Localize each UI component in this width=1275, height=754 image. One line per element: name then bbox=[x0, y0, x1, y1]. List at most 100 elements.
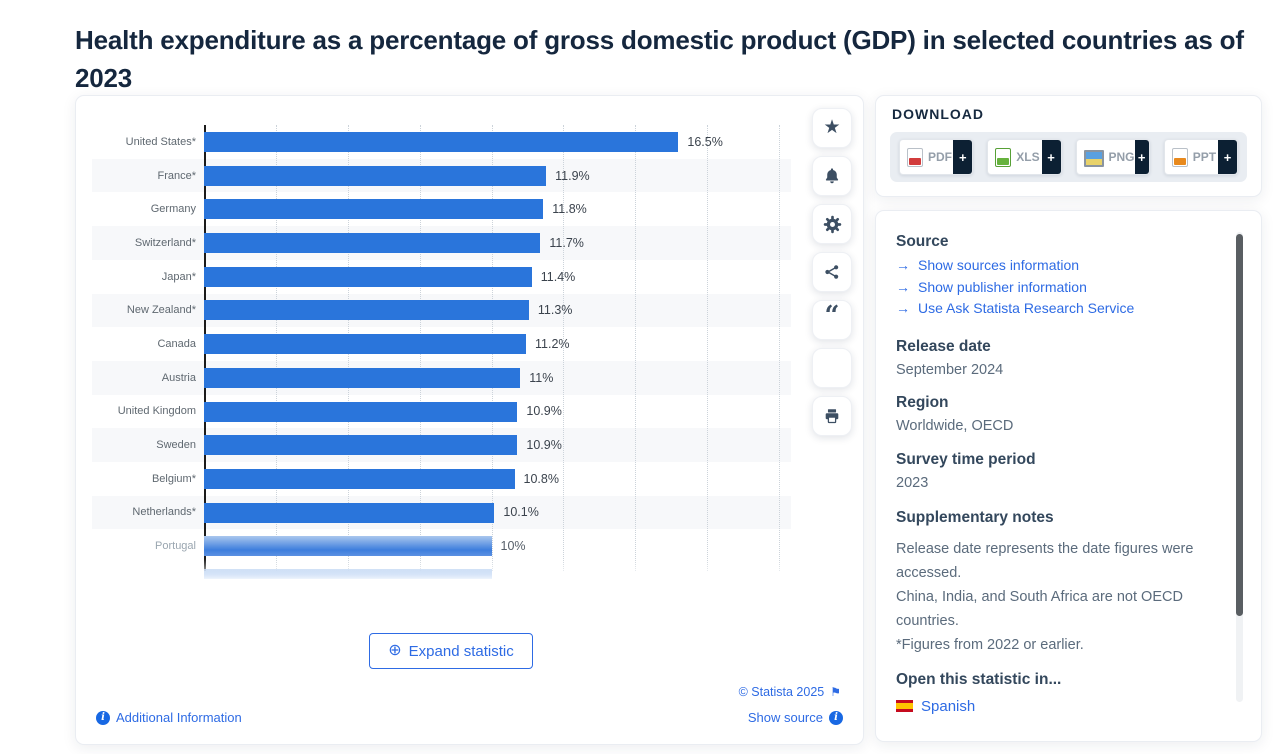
source-link[interactable]: → Show sources information bbox=[896, 255, 1225, 277]
toolbar-button-printer[interactable] bbox=[812, 396, 852, 436]
chart-row: New Zealand* 11.3% bbox=[92, 293, 791, 327]
bar bbox=[204, 468, 515, 489]
country-label: Canada bbox=[157, 337, 196, 350]
download-label: PPT bbox=[1192, 150, 1217, 164]
source-link[interactable]: → Use Ask Statista Research Service bbox=[896, 298, 1225, 320]
country-label: Germany bbox=[150, 203, 196, 216]
arrow-right-icon: → bbox=[896, 300, 910, 316]
source-link[interactable]: → Show publisher information bbox=[896, 277, 1225, 299]
download-png-button[interactable]: PNG + bbox=[1075, 139, 1150, 175]
bar bbox=[204, 132, 679, 152]
chart-card: United States* 16.5% France* 11.9% Germany 11… bbox=[75, 95, 864, 745]
bar bbox=[204, 165, 547, 186]
star-icon: ★ bbox=[823, 117, 841, 138]
toolbar-button-quote[interactable]: “ bbox=[812, 300, 852, 340]
supplementary-notes-heading: Supplementary notes bbox=[896, 508, 1054, 526]
expand-statistic-label: Expand statistic bbox=[408, 642, 514, 660]
bar bbox=[204, 367, 521, 388]
download-label: PDF bbox=[928, 150, 952, 164]
chart-row: Netherlands* 10.1% bbox=[92, 496, 791, 530]
country-label: Portugal bbox=[155, 540, 196, 553]
bar bbox=[204, 502, 495, 523]
arrow-right-icon: → bbox=[896, 278, 910, 295]
note-line: China, India, and South Africa are not O… bbox=[896, 588, 1183, 629]
page-title: Health expenditure as a percentage of gr… bbox=[75, 25, 1244, 94]
download-label: XLS bbox=[1016, 150, 1040, 164]
country-label: Belgium* bbox=[151, 472, 196, 485]
country-label: United States* bbox=[125, 135, 196, 148]
show-source-label: Show source bbox=[747, 710, 823, 725]
plus-badge[interactable]: + bbox=[1041, 140, 1061, 174]
plus-badge[interactable]: + bbox=[953, 140, 973, 174]
value-label: 11.4% bbox=[540, 269, 576, 284]
download-heading: DOWNLOAD bbox=[892, 106, 984, 122]
spanish-language-link[interactable]: Spanish bbox=[921, 697, 976, 715]
additional-information-link[interactable]: i Additional Information bbox=[96, 710, 242, 725]
note-line: Release date represents the date figures… bbox=[896, 540, 1194, 581]
report-flag-icon[interactable]: ⚑ bbox=[830, 685, 841, 699]
value-label: 11.2% bbox=[535, 336, 570, 351]
value-label: 10% bbox=[500, 539, 526, 554]
toolbar-button-share[interactable] bbox=[812, 252, 852, 292]
printer-icon bbox=[823, 407, 841, 425]
value-label: 16.5% bbox=[687, 134, 723, 149]
country-label: Switzerland* bbox=[134, 236, 196, 249]
chart-row: Canada 11.2% bbox=[92, 327, 791, 361]
release-date-heading: Release date bbox=[896, 337, 991, 355]
value-label: 10.1% bbox=[503, 505, 539, 520]
download-card: DOWNLOAD PDF + XLS + PNG + PPT + bbox=[875, 95, 1262, 197]
info-icon: i bbox=[829, 710, 843, 725]
open-language-row: Spanish bbox=[896, 698, 1225, 715]
country-label: Sweden bbox=[156, 439, 196, 452]
download-pdf-button[interactable]: PDF + bbox=[899, 139, 974, 175]
source-link-label: Use Ask Statista Research Service bbox=[918, 300, 1135, 316]
value-label: 10.9% bbox=[526, 404, 562, 419]
survey-period-value: 2023 bbox=[896, 474, 929, 491]
value-label: 11.3% bbox=[537, 303, 573, 318]
chart-row: Belgium* 10.8% bbox=[92, 462, 791, 496]
value-label: 11.8% bbox=[552, 202, 587, 217]
toolbar-button-spain-flag[interactable] bbox=[812, 348, 852, 388]
download-xls-button[interactable]: XLS + bbox=[987, 139, 1062, 175]
grid-line bbox=[779, 125, 780, 571]
toolbar-button-bell[interactable] bbox=[812, 156, 852, 196]
chart-row: France* 11.9% bbox=[92, 159, 791, 193]
supplementary-notes: Release date represents the date figures… bbox=[896, 537, 1225, 657]
bar bbox=[204, 401, 518, 422]
expand-statistic-button[interactable]: ⊕ Expand statistic bbox=[369, 633, 533, 669]
spain-flag-icon bbox=[896, 700, 913, 712]
value-label: 11.9% bbox=[555, 168, 590, 183]
download-ppt-button[interactable]: PPT + bbox=[1163, 139, 1238, 175]
note-line: *Figures from 2022 or earlier. bbox=[896, 636, 1084, 653]
chart-row: Portugal 10% bbox=[92, 529, 791, 563]
quote-icon: “ bbox=[824, 301, 840, 331]
bar bbox=[204, 199, 544, 220]
chart-toolbar: ★ “ bbox=[812, 108, 852, 444]
gear-icon bbox=[823, 215, 842, 234]
toolbar-button-star[interactable]: ★ bbox=[812, 108, 852, 148]
grid-line bbox=[635, 125, 637, 571]
bar-chart: United States* 16.5% France* 11.9% Germany 11… bbox=[92, 125, 791, 603]
show-source-link[interactable]: Show source i bbox=[748, 710, 843, 725]
copyright: © Statista 2025 ⚑ bbox=[739, 685, 841, 699]
country-label: Japan* bbox=[161, 270, 196, 283]
value-label: 10.9% bbox=[526, 438, 562, 453]
copyright-text: © Statista 2025 bbox=[738, 685, 825, 699]
grid-line bbox=[707, 125, 709, 571]
country-label: Austria bbox=[161, 371, 196, 384]
chart-row: Austria 11% bbox=[92, 361, 791, 395]
toolbar-button-gear[interactable] bbox=[812, 204, 852, 244]
scrollbar-track[interactable] bbox=[1236, 232, 1243, 702]
bar bbox=[204, 233, 541, 254]
plus-badge[interactable]: + bbox=[1218, 140, 1237, 174]
download-buttons: PDF + XLS + PNG + PPT + bbox=[890, 132, 1247, 182]
plus-badge[interactable]: + bbox=[1134, 140, 1149, 174]
region-heading: Region bbox=[896, 393, 949, 411]
additional-information-label: Additional Information bbox=[116, 710, 242, 725]
ppt-file-icon bbox=[1171, 147, 1188, 167]
arrow-right-icon: → bbox=[896, 257, 910, 273]
survey-period-heading: Survey time period bbox=[896, 450, 1036, 468]
scrollbar-thumb[interactable] bbox=[1236, 234, 1243, 616]
source-link-label: Show sources information bbox=[918, 257, 1080, 273]
